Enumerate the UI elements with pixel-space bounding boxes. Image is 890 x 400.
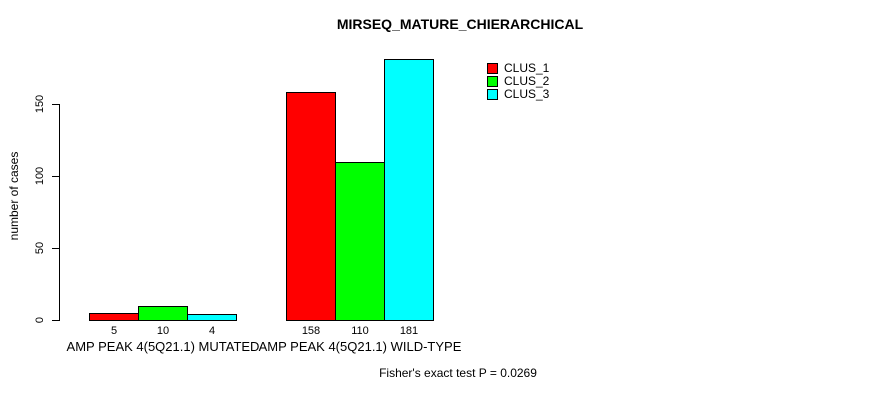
y-axis-label: number of cases [7,151,21,241]
bar-clus_3-group1 [187,314,237,321]
legend-label: CLUS_3 [504,87,550,101]
y-axis-tick [52,104,59,105]
bar-value-label: 181 [399,325,419,337]
y-axis-tick-label: 50 [34,241,46,255]
bar-value-label: 158 [301,325,321,337]
legend-label: CLUS_2 [504,74,550,88]
bar-clus_3-group2 [384,59,434,321]
legend-swatch-clus_3 [487,89,498,100]
bar-value-label: 10 [156,325,170,337]
legend-item-clus_3: CLUS_3 [487,88,549,101]
legend-label: CLUS_1 [504,61,550,75]
group-label: AMP PEAK 4(5Q21.1) MUTATED [66,339,260,354]
y-axis-tick-label: 0 [34,316,46,324]
bar-clus_1-group1 [89,313,139,321]
y-axis-line [59,104,60,321]
bar-value-label: 5 [110,325,118,337]
chart-title: MIRSEQ_MATURE_CHIERARCHICAL [336,16,584,32]
legend: CLUS_1 CLUS_2 CLUS_3 [487,62,549,101]
bar-value-label: 110 [351,325,369,337]
legend-item-clus_1: CLUS_1 [487,62,549,75]
y-axis-tick-label: 150 [34,94,46,114]
legend-item-clus_2: CLUS_2 [487,75,549,88]
bar-clus_1-group2 [286,92,336,321]
y-axis-tick [52,176,59,177]
legend-swatch-clus_2 [487,76,498,87]
y-axis-tick [52,320,59,321]
bar-clus_2-group1 [138,306,188,321]
legend-swatch-clus_1 [487,63,498,74]
bar-clus_2-group2 [335,162,385,321]
group-label: AMP PEAK 4(5Q21.1) WILD-TYPE [258,339,462,354]
bar-value-label: 4 [208,325,216,337]
y-axis-tick [52,248,59,249]
fisher-test-annotation: Fisher's exact test P = 0.0269 [379,366,537,380]
y-axis-tick-label: 100 [34,166,46,186]
